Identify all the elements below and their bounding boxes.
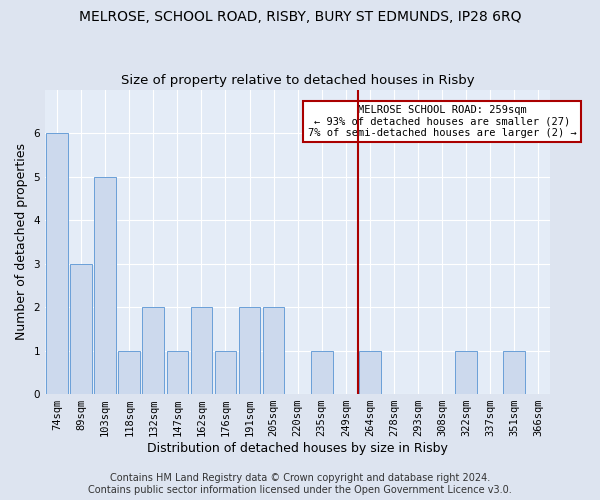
Bar	[239, 307, 260, 394]
Bar	[503, 350, 525, 394]
Y-axis label: Number of detached properties: Number of detached properties	[15, 144, 28, 340]
Bar	[167, 350, 188, 394]
Text: MELROSE, SCHOOL ROAD, RISBY, BURY ST EDMUNDS, IP28 6RQ: MELROSE, SCHOOL ROAD, RISBY, BURY ST EDM…	[79, 10, 521, 24]
Bar	[142, 307, 164, 394]
Bar	[118, 350, 140, 394]
Bar	[94, 176, 116, 394]
Bar	[46, 133, 68, 394]
X-axis label: Distribution of detached houses by size in Risby: Distribution of detached houses by size …	[147, 442, 448, 455]
Bar	[455, 350, 477, 394]
Text: MELROSE SCHOOL ROAD: 259sqm
← 93% of detached houses are smaller (27)
7% of semi: MELROSE SCHOOL ROAD: 259sqm ← 93% of det…	[308, 105, 577, 138]
Bar	[191, 307, 212, 394]
Bar	[70, 264, 92, 394]
Title: Size of property relative to detached houses in Risby: Size of property relative to detached ho…	[121, 74, 475, 87]
Bar	[359, 350, 380, 394]
Bar	[263, 307, 284, 394]
Text: Contains HM Land Registry data © Crown copyright and database right 2024.
Contai: Contains HM Land Registry data © Crown c…	[88, 474, 512, 495]
Bar	[215, 350, 236, 394]
Bar	[311, 350, 332, 394]
